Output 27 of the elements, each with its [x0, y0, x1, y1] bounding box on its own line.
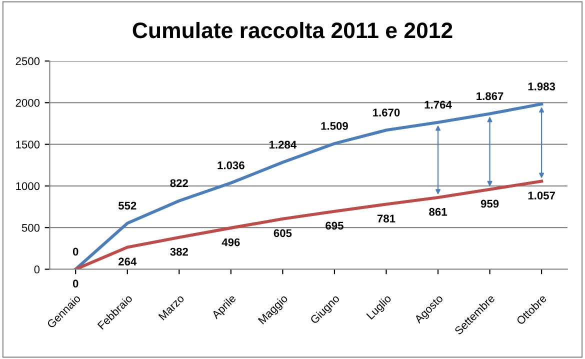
- data-label: 382: [170, 248, 188, 256]
- data-label: 1.670: [373, 108, 400, 116]
- data-label: 0: [72, 248, 78, 256]
- y-tick-label: 2000: [16, 98, 40, 107]
- data-label: 1.867: [476, 92, 504, 100]
- y-tick-label: 1000: [16, 182, 40, 190]
- data-label: 1.036: [218, 161, 244, 170]
- y-tick-label: 500: [22, 224, 40, 232]
- data-label: 1.509: [321, 122, 348, 130]
- data-label: 1.764: [424, 100, 452, 109]
- data-label: 959: [480, 200, 499, 208]
- data-label: 264: [118, 258, 137, 266]
- y-tick-label: 2500: [16, 57, 40, 66]
- y-tick-label: 1500: [16, 140, 40, 148]
- data-label: 496: [222, 238, 240, 246]
- y-tick-label: 0: [34, 266, 40, 274]
- data-label: 695: [326, 222, 344, 230]
- data-label: 605: [274, 229, 292, 238]
- data-label: 0: [72, 280, 78, 288]
- data-label: 1.983: [528, 82, 556, 90]
- data-label: 822: [170, 179, 188, 188]
- data-label: 552: [118, 202, 136, 210]
- chart-title: Cumulate raccolta 2011 e 2012: [132, 22, 452, 38]
- data-label: 861: [429, 208, 447, 216]
- data-label: 1.057: [528, 192, 555, 200]
- data-label: 781: [377, 214, 396, 222]
- data-label: 1.284: [270, 140, 297, 149]
